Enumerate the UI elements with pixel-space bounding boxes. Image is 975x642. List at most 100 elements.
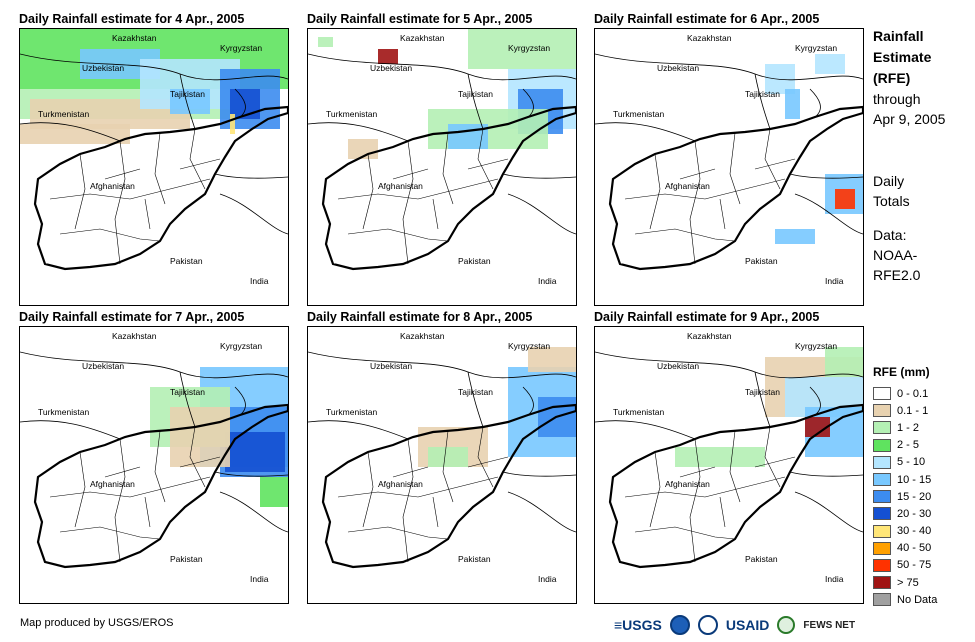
legend-item: 30 - 40 [873,523,973,540]
legend-label: 30 - 40 [897,525,932,538]
legend-item: 0.1 - 1 [873,402,973,419]
country-label-tajikistan: Tajikistan [745,387,780,397]
legend-swatch [873,455,891,469]
province-border [362,451,374,528]
agency-logos: ≡USGS USAID FEWS NET [614,612,855,638]
country-border [595,351,863,379]
country-label-uzbekistan: Uzbekistan [657,63,699,73]
province-border [49,476,211,498]
country-label-uzbekistan: Uzbekistan [82,63,124,73]
country-border [467,73,484,130]
country-label-turkmenistan: Turkmenistan [613,407,664,417]
country-border [234,88,246,118]
province-border [347,526,449,540]
country-label-afghanistan: Afghanistan [665,479,710,489]
country-label-kazakhstan: Kazakhstan [687,331,732,341]
usgs-logo: ≡USGS [614,617,662,633]
afghanistan-border [321,403,576,569]
legend-item: No Data [873,591,973,608]
country-label-uzbekistan: Uzbekistan [657,361,699,371]
country-label-kazakhstan: Kazakhstan [112,33,157,43]
legend-swatch [873,387,891,401]
country-label-afghanistan: Afghanistan [90,181,135,191]
province-border [114,140,126,265]
legend-item: 2 - 5 [873,437,973,454]
country-label-kyrgyzstan: Kyrgyzstan [795,43,837,53]
country-label-kazakhstan: Kazakhstan [687,33,732,43]
fews-net-logo: FEWS NET [803,619,856,631]
country-label-kyrgyzstan: Kyrgyzstan [795,341,837,351]
rainfall-area [230,114,235,134]
province-border [392,466,429,478]
country-border [179,73,196,130]
province-border [729,132,741,205]
country-label-tajikistan: Tajikistan [170,387,205,397]
province-border [337,476,499,498]
country-label-afghanistan: Afghanistan [378,479,423,489]
legend-label: 50 - 75 [897,559,932,572]
rainfall-area [805,417,830,437]
legend-swatch [873,576,891,590]
country-border [308,351,576,379]
legend-title: RFE (mm) [873,365,930,379]
legend-item: 0 - 0.1 [873,385,973,402]
totals-line: Daily [873,173,905,189]
rainfall-area [170,89,210,114]
panel-apr-8: Daily Rainfall estimate for 8 Apr., 2005… [307,308,577,608]
country-border [595,420,696,440]
rainfall-area [318,37,333,47]
usaid-logo: USAID [725,617,770,633]
province-border [114,438,126,563]
province-border [719,496,726,528]
country-label-uzbekistan: Uzbekistan [82,361,124,371]
country-border [789,173,863,179]
country-label-tajikistan: Tajikistan [458,387,493,397]
country-border [179,371,196,428]
legend-item: 50 - 75 [873,557,973,574]
province-border [634,526,736,540]
province-border [337,178,499,200]
country-label-kyrgyzstan: Kyrgyzstan [220,43,262,53]
country-border [502,471,576,477]
province-border [679,466,716,478]
panel-title: Daily Rainfall estimate for 5 Apr., 2005 [307,12,533,26]
province-border [689,140,701,265]
country-label-tajikistan: Tajikistan [170,89,205,99]
country-border [308,122,409,142]
legend-swatch [873,421,891,435]
province-border [392,168,429,180]
province-border [754,456,796,468]
panel-apr-5: Daily Rainfall estimate for 5 Apr., 2005… [307,10,577,310]
province-border [362,153,374,230]
rainfall-area [260,477,288,507]
country-label-turkmenistan: Turkmenistan [38,109,89,119]
panel-title: Daily Rainfall estimate for 8 Apr., 2005 [307,310,533,324]
province-border [442,132,454,205]
province-border [432,198,439,230]
rfe-title-line: Estimate [873,49,932,65]
legend-swatch [873,558,891,572]
country-border [789,471,863,477]
province-border [144,496,151,528]
country-border [595,53,863,81]
legend-items: 0 - 0.1 0.1 - 1 1 - 2 2 - 5 5 - 10 10 - 15 15 … [873,385,973,608]
province-border [154,430,166,503]
province-border [624,476,786,498]
country-label-uzbekistan: Uzbekistan [370,63,412,73]
province-border [402,140,414,265]
province-border [679,168,716,180]
rainfall-map: Kazakhstan Kyrgyzstan Uzbekistan Tajikistan… [307,326,577,604]
country-label-india: India [825,276,844,286]
legend-item: 20 - 30 [873,505,973,522]
country-label-pakistan: Pakistan [745,554,778,564]
country-label-turkmenistan: Turkmenistan [326,109,377,119]
afghanistan-border [608,403,863,569]
map-credit: Map produced by USGS/EROS [20,617,174,629]
country-label-pakistan: Pakistan [170,256,203,266]
rainfall-map: Kazakhstan Kyrgyzstan Uzbekistan Tajikistan… [19,326,289,604]
province-border [477,426,494,488]
country-label-india: India [250,276,269,286]
legend-item: 40 - 50 [873,540,973,557]
province-border [754,158,796,170]
country-label-kazakhstan: Kazakhstan [112,331,157,341]
